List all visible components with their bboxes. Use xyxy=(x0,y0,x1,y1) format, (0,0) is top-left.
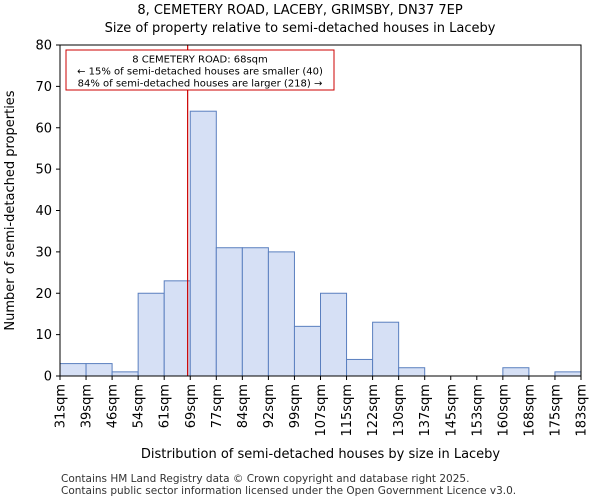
x-tick-label-4: 61sqm xyxy=(158,384,173,428)
x-tick-label-7: 84sqm xyxy=(236,384,251,428)
x-tick-label-15: 145sqm xyxy=(444,384,459,437)
x-tick-label-0: 31sqm xyxy=(54,384,69,428)
annotation-line-3: 84% of semi-detached houses are larger (… xyxy=(78,79,323,90)
y-tick-label-3: 30 xyxy=(35,245,52,260)
x-axis-label: Distribution of semi-detached houses by … xyxy=(141,447,501,462)
x-tick-label-9: 99sqm xyxy=(288,384,303,428)
x-tick-label-11: 115sqm xyxy=(340,384,355,437)
histogram-bar-10 xyxy=(320,292,348,377)
x-tick-label-1: 39sqm xyxy=(80,384,95,428)
x-tick-label-14: 137sqm xyxy=(418,384,433,437)
y-axis-label: Number of semi-detached properties xyxy=(3,90,18,330)
chart-title: 8, CEMETERY ROAD, LACEBY, GRIMSBY, DN37 … xyxy=(137,3,463,18)
histogram-bar-7 xyxy=(241,247,269,377)
histogram-bar-12 xyxy=(372,321,400,377)
x-tick-label-2: 46sqm xyxy=(106,384,121,428)
x-tick-label-5: 69sqm xyxy=(184,384,199,428)
x-tick-label-18: 168sqm xyxy=(522,384,537,437)
x-tick-label-6: 77sqm xyxy=(210,384,225,428)
x-tick-label-13: 130sqm xyxy=(392,384,407,437)
plot-area-frame xyxy=(59,44,582,377)
histogram-bar-11 xyxy=(346,358,374,377)
x-tick-label-20: 183sqm xyxy=(575,384,590,437)
histogram-bar-17 xyxy=(502,367,530,377)
histogram-bar-8 xyxy=(267,251,295,377)
histogram-bar-19 xyxy=(554,371,582,377)
histogram-bar-6 xyxy=(215,247,243,377)
y-tick-label-6: 60 xyxy=(35,121,52,136)
x-tick-label-19: 175sqm xyxy=(548,384,563,437)
histogram-bar-4 xyxy=(163,280,191,377)
histogram-bar-3 xyxy=(137,292,165,377)
x-tick-label-16: 153sqm xyxy=(470,384,485,437)
y-tick-label-1: 10 xyxy=(35,328,52,343)
histogram-bar-5 xyxy=(189,110,217,377)
histogram-bar-2 xyxy=(111,371,139,377)
footer-copyright: Contains HM Land Registry data © Crown c… xyxy=(61,473,470,485)
histogram-bar-13 xyxy=(398,367,426,377)
histogram-bar-9 xyxy=(293,325,322,377)
y-tick-label-2: 20 xyxy=(35,287,52,302)
y-tick-label-4: 40 xyxy=(35,204,52,219)
y-tick-label-0: 0 xyxy=(44,370,52,385)
annotation-line-2: ← 15% of semi-detached houses are smalle… xyxy=(77,67,323,78)
annotation-line-1: 8 CEMETERY ROAD: 68sqm xyxy=(132,55,268,66)
y-tick-label-5: 50 xyxy=(35,163,52,178)
x-tick-label-10: 107sqm xyxy=(314,384,329,437)
x-tick-label-3: 54sqm xyxy=(132,384,147,428)
histogram-bar-1 xyxy=(85,363,113,377)
y-tick-label-7: 70 xyxy=(35,80,52,95)
footer-licence: Contains public sector information licen… xyxy=(61,485,517,497)
annotation-box xyxy=(65,49,335,91)
chart-subtitle: Size of property relative to semi-detach… xyxy=(104,21,496,36)
histogram-bar-0 xyxy=(59,363,87,377)
y-tick-label-8: 80 xyxy=(35,39,52,54)
x-tick-label-17: 160sqm xyxy=(496,384,511,437)
x-tick-label-8: 92sqm xyxy=(262,384,277,428)
x-tick-label-12: 122sqm xyxy=(366,384,381,437)
